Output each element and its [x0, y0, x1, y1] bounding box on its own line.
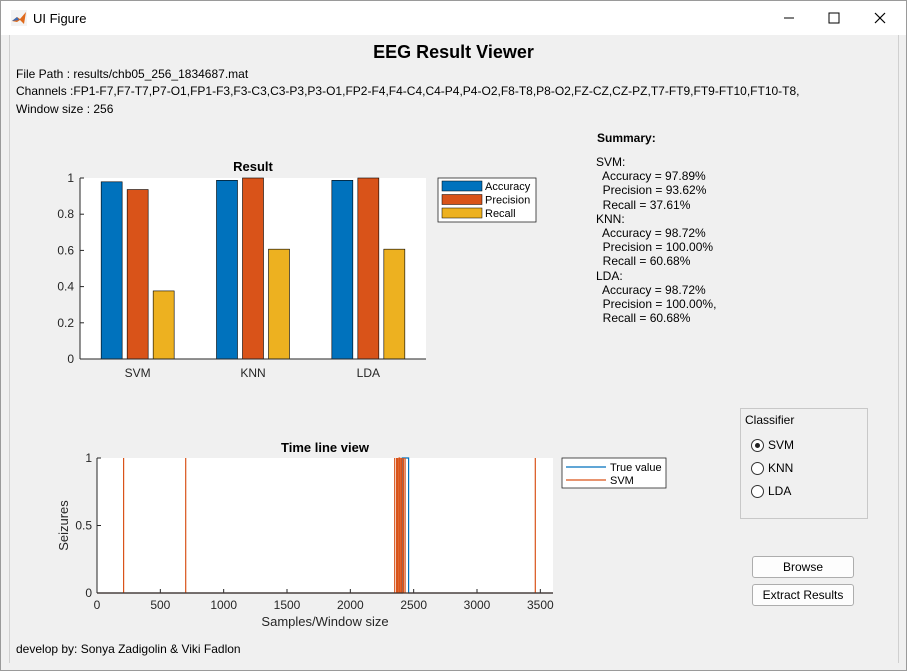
classifier-panel-title: Classifier: [745, 413, 795, 427]
summary-line: Precision = 100.00%: [596, 240, 714, 255]
y-tick-label: 1: [67, 171, 74, 185]
classifier-option-lda[interactable]: LDA: [751, 483, 791, 499]
legend-swatch: [441, 180, 483, 192]
y-tick-label: 0.6: [57, 243, 74, 257]
y-tick-label: 0: [85, 586, 92, 600]
legend-swatch: [441, 194, 483, 205]
classifier-panel: Classifier SVM KNN LDA: [740, 408, 868, 519]
legend-label: SVM: [610, 475, 634, 487]
legend-label: Accuracy: [485, 181, 531, 193]
bar-precision: [357, 177, 380, 360]
classifier-option-label: SVM: [768, 438, 795, 452]
summary-line: Accuracy = 98.72%: [596, 226, 706, 240]
summary-line: Recall = 60.68%: [596, 311, 691, 326]
x-tick-label: 3000: [464, 598, 491, 612]
window-title: UI Figure: [33, 11, 87, 26]
bar-recall: [268, 248, 290, 360]
chart-title: Time line view: [281, 440, 370, 455]
developer-credit: develop by: Sonya Zadigolin & Viki Fadlo…: [16, 642, 241, 656]
radio-button[interactable]: [751, 438, 764, 452]
summary-line: Precision = 93.62%: [596, 183, 707, 198]
y-tick-label: 0.5: [75, 519, 92, 533]
summary-line: Recall = 37.61%: [596, 197, 691, 212]
legend-box: [561, 457, 667, 489]
summary-line: SVM:: [596, 155, 626, 169]
y-tick-label: 0.8: [57, 207, 74, 221]
legend-label: True value: [610, 462, 662, 474]
x-tick-label: 0: [94, 598, 101, 612]
y-tick-label: 0.4: [57, 280, 74, 294]
radio-button[interactable]: [751, 484, 764, 498]
timeline-chart: Time line view 0 500 1000 1500 2000 2500 3000 35…: [56, 440, 667, 629]
x-tick-label: 1500: [274, 598, 301, 612]
x-axis-label: Samples/Window size: [261, 614, 388, 629]
minimize-icon: [784, 17, 794, 19]
summary-line: LDA:: [596, 268, 623, 283]
extract-results-button[interactable]: Extract Results: [752, 584, 854, 606]
summary-line: KNN:: [596, 211, 625, 226]
close-button[interactable]: [857, 1, 903, 35]
matlab-icon: [11, 10, 27, 26]
y-axis-label: Seizures: [56, 500, 71, 551]
x-tick-label: SVM: [125, 366, 151, 380]
close-icon: [874, 12, 886, 24]
bar-precision: [242, 177, 264, 360]
summary-line: Accuracy = 97.89%: [596, 169, 706, 184]
bar-precision: [126, 189, 149, 360]
browse-button[interactable]: Browse: [752, 556, 854, 578]
y-tick-label: 0.2: [57, 316, 74, 330]
x-tick-label: 500: [150, 598, 170, 612]
classifier-option-knn[interactable]: KNN: [751, 460, 793, 476]
x-tick-label: 1000: [210, 598, 237, 612]
result-bar-chart: Result 0 0.2 0.4 0.6 0.8 1 SVM KNN LDA Accuracy Pre…: [57, 159, 537, 380]
maximize-button[interactable]: [811, 1, 857, 35]
y-tick-label: 0: [67, 352, 74, 366]
chart-title: Result: [233, 159, 273, 174]
file-path-label: File Path : results/chb05_256_1834687.ma…: [16, 67, 249, 81]
classifier-option-svm[interactable]: SVM: [751, 437, 794, 453]
maximize-icon: [828, 12, 840, 24]
plot-area: [97, 458, 553, 593]
radio-button[interactable]: [751, 461, 764, 475]
bar-recall: [383, 248, 406, 360]
window-size-label: Window size : 256: [16, 102, 114, 116]
x-tick-label: KNN: [240, 366, 265, 380]
summary-title: Summary:: [597, 131, 656, 145]
bar-accuracy: [100, 181, 123, 360]
x-tick-label: LDA: [357, 366, 380, 380]
x-tick-label: 2000: [337, 598, 364, 612]
x-tick-label: 3500: [527, 598, 554, 612]
channels-label: Channels :FP1-F7,F7-T7,P7-O1,FP1-F3,F3-C…: [16, 84, 800, 98]
classifier-option-label: KNN: [768, 461, 794, 475]
bar-accuracy: [331, 180, 354, 360]
legend-label: Precision: [485, 195, 530, 207]
bar-accuracy: [216, 180, 238, 360]
summary-line: Accuracy = 98.72%: [596, 282, 706, 297]
x-tick-label: 2500: [400, 598, 427, 612]
classifier-option-label: LDA: [768, 484, 792, 498]
series-line-svm: [97, 457, 553, 594]
summary-line: Precision = 100.00%,: [596, 297, 717, 311]
page-title: EEG Result Viewer: [373, 42, 534, 62]
summary-line: Recall = 60.68%: [596, 254, 691, 269]
title-bar: UI Figure: [1, 1, 906, 35]
minimize-button[interactable]: [766, 1, 812, 35]
legend-label: Recall: [485, 208, 516, 220]
legend-swatch: [441, 207, 483, 219]
y-tick-label: 1: [85, 451, 92, 465]
bar-recall: [152, 290, 175, 360]
